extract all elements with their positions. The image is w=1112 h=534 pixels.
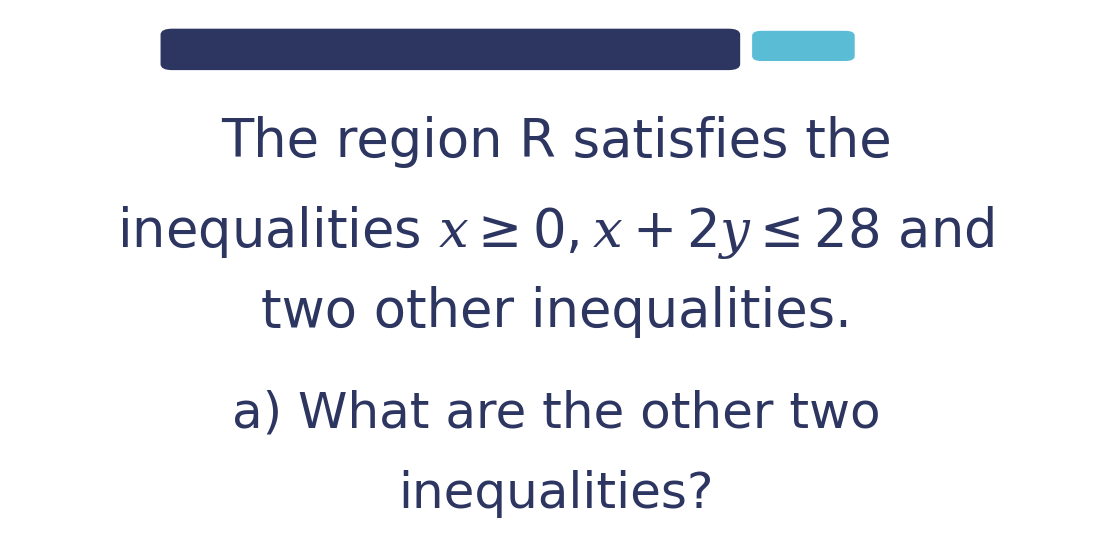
Text: two other inequalities.: two other inequalities. [260,286,852,339]
FancyBboxPatch shape [161,29,739,69]
Text: The region R satisfies the: The region R satisfies the [220,115,892,168]
FancyBboxPatch shape [753,32,854,60]
Text: a) What are the other two: a) What are the other two [231,390,881,438]
Text: inequalities?: inequalities? [398,470,714,518]
Text: inequalities $x \geq 0, x + 2y \leq 28$ and: inequalities $x \geq 0, x + 2y \leq 28$ … [118,204,994,261]
